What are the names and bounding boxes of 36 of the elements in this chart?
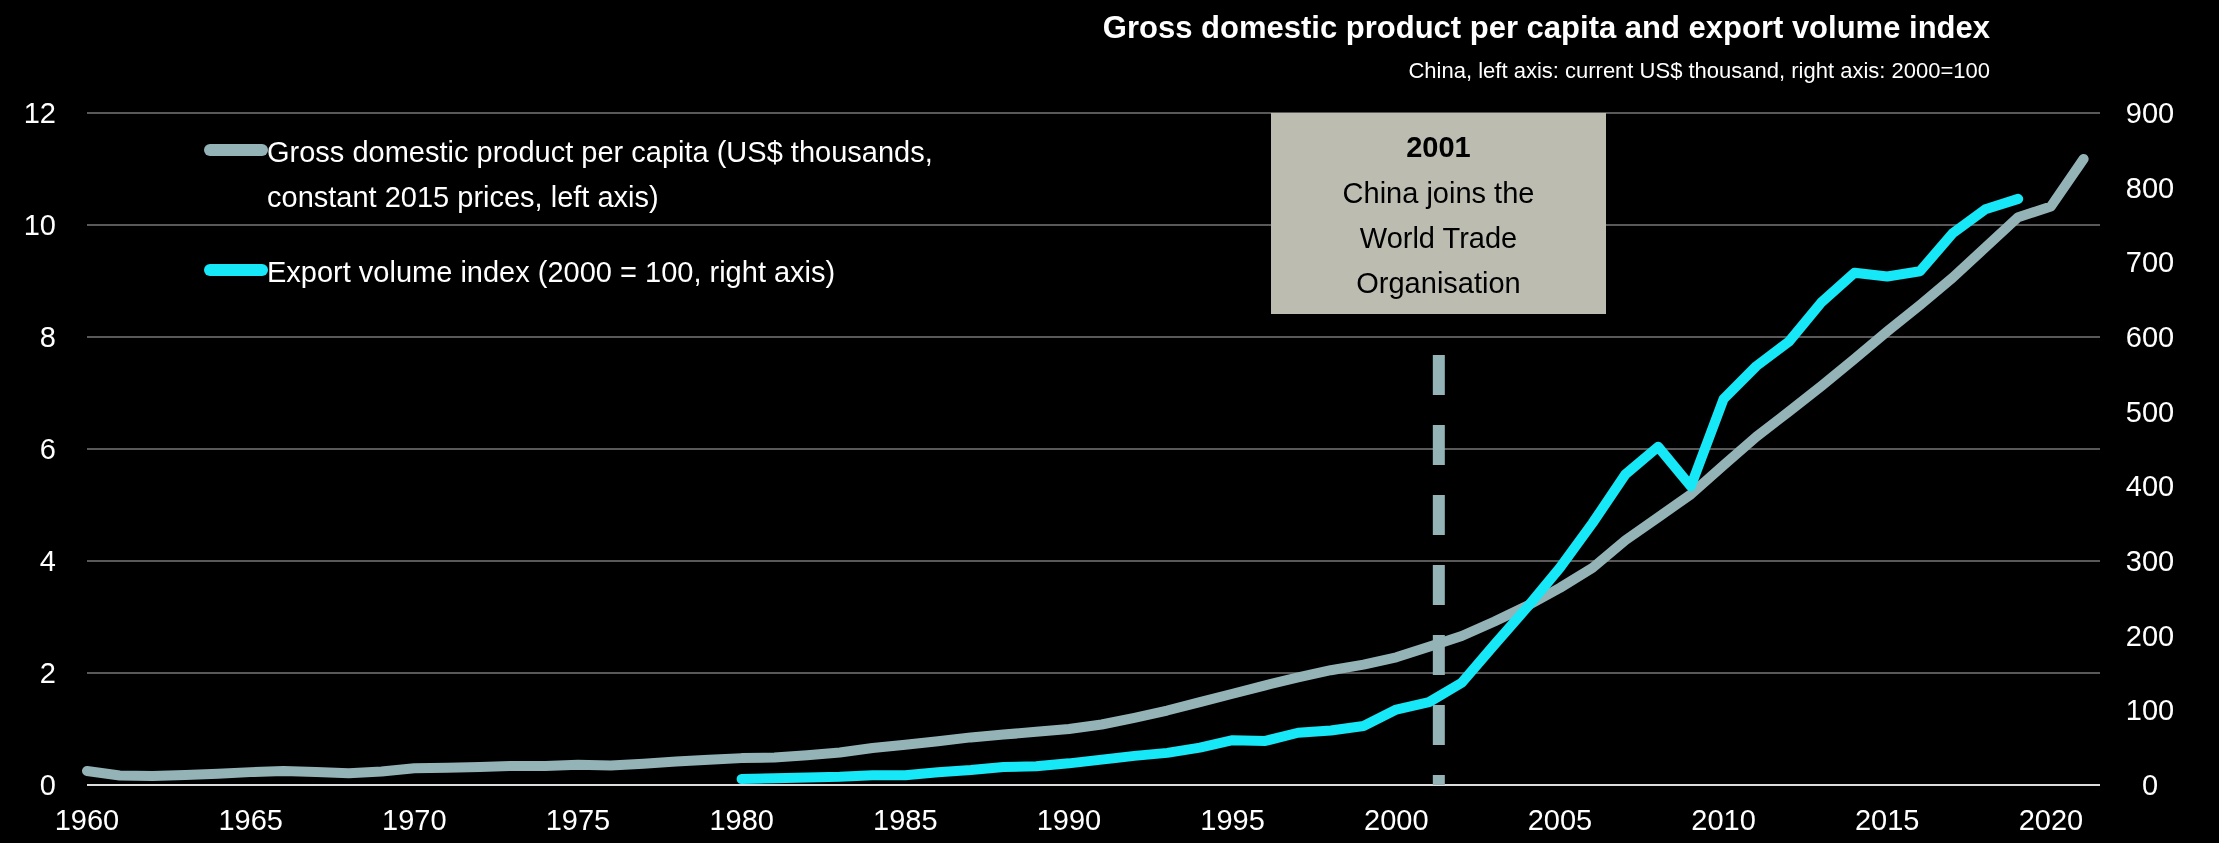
y-tick-label: 2	[39, 657, 56, 690]
y-tick-label: 8	[39, 321, 56, 354]
y2-tick-label: 600	[2125, 321, 2175, 354]
y2-tick-label: 0	[2141, 769, 2159, 802]
x-tick-label: 1985	[873, 804, 938, 836]
x-tick-label: 1980	[709, 804, 774, 836]
x-tick-label: 1960	[54, 804, 120, 836]
legend-label: Export volume index (2000 = 100, right axis)	[267, 256, 836, 289]
annotation: China joins the World Trade Organisation	[1342, 177, 1535, 299]
x-tick-label: 2015	[1854, 804, 1920, 836]
y-tick-label: 10	[23, 209, 56, 242]
y2-tick-label: 700	[2125, 246, 2175, 279]
y2-tick-label: 400	[2125, 470, 2175, 503]
x-tick-label: 1990	[1036, 804, 1102, 836]
x-tick-label: 2010	[1691, 804, 1756, 836]
x-tick-label: 1970	[382, 804, 447, 836]
y-tick-label: 6	[39, 433, 56, 466]
y-tick-label: 4	[39, 545, 56, 578]
x-tick-label: 2005	[1527, 804, 1593, 836]
x-tick-label: 2020	[2018, 804, 2084, 836]
annotation: 2001	[1406, 131, 1471, 163]
x-tick-label: 1965	[218, 804, 283, 836]
y-tick-label: 0	[39, 769, 56, 802]
y2-tick-label: 500	[2125, 395, 2175, 428]
x-tick-label: 2000	[1364, 804, 1429, 836]
x-tick-label: 1995	[1200, 804, 1265, 836]
chart-subtitle: China, left axis: current US$ thousand, right axis: 2000=100	[1408, 58, 1990, 83]
x-tick-label: 1975	[545, 804, 611, 836]
y2-tick-label: 200	[2125, 619, 2175, 652]
legend-label: Gross domestic product per capita (US$ thousands, constant 2015 prices, left axis)	[267, 136, 933, 214]
y-tick-label: 12	[23, 97, 56, 130]
y2-tick-label: 300	[2125, 545, 2175, 578]
y2-tick-label: 100	[2125, 694, 2175, 727]
y2-tick-label: 900	[2125, 97, 2175, 130]
chart-title: Gross domestic product per capita and export volume index	[1102, 10, 1991, 45]
y2-tick-label: 800	[2125, 171, 2175, 204]
